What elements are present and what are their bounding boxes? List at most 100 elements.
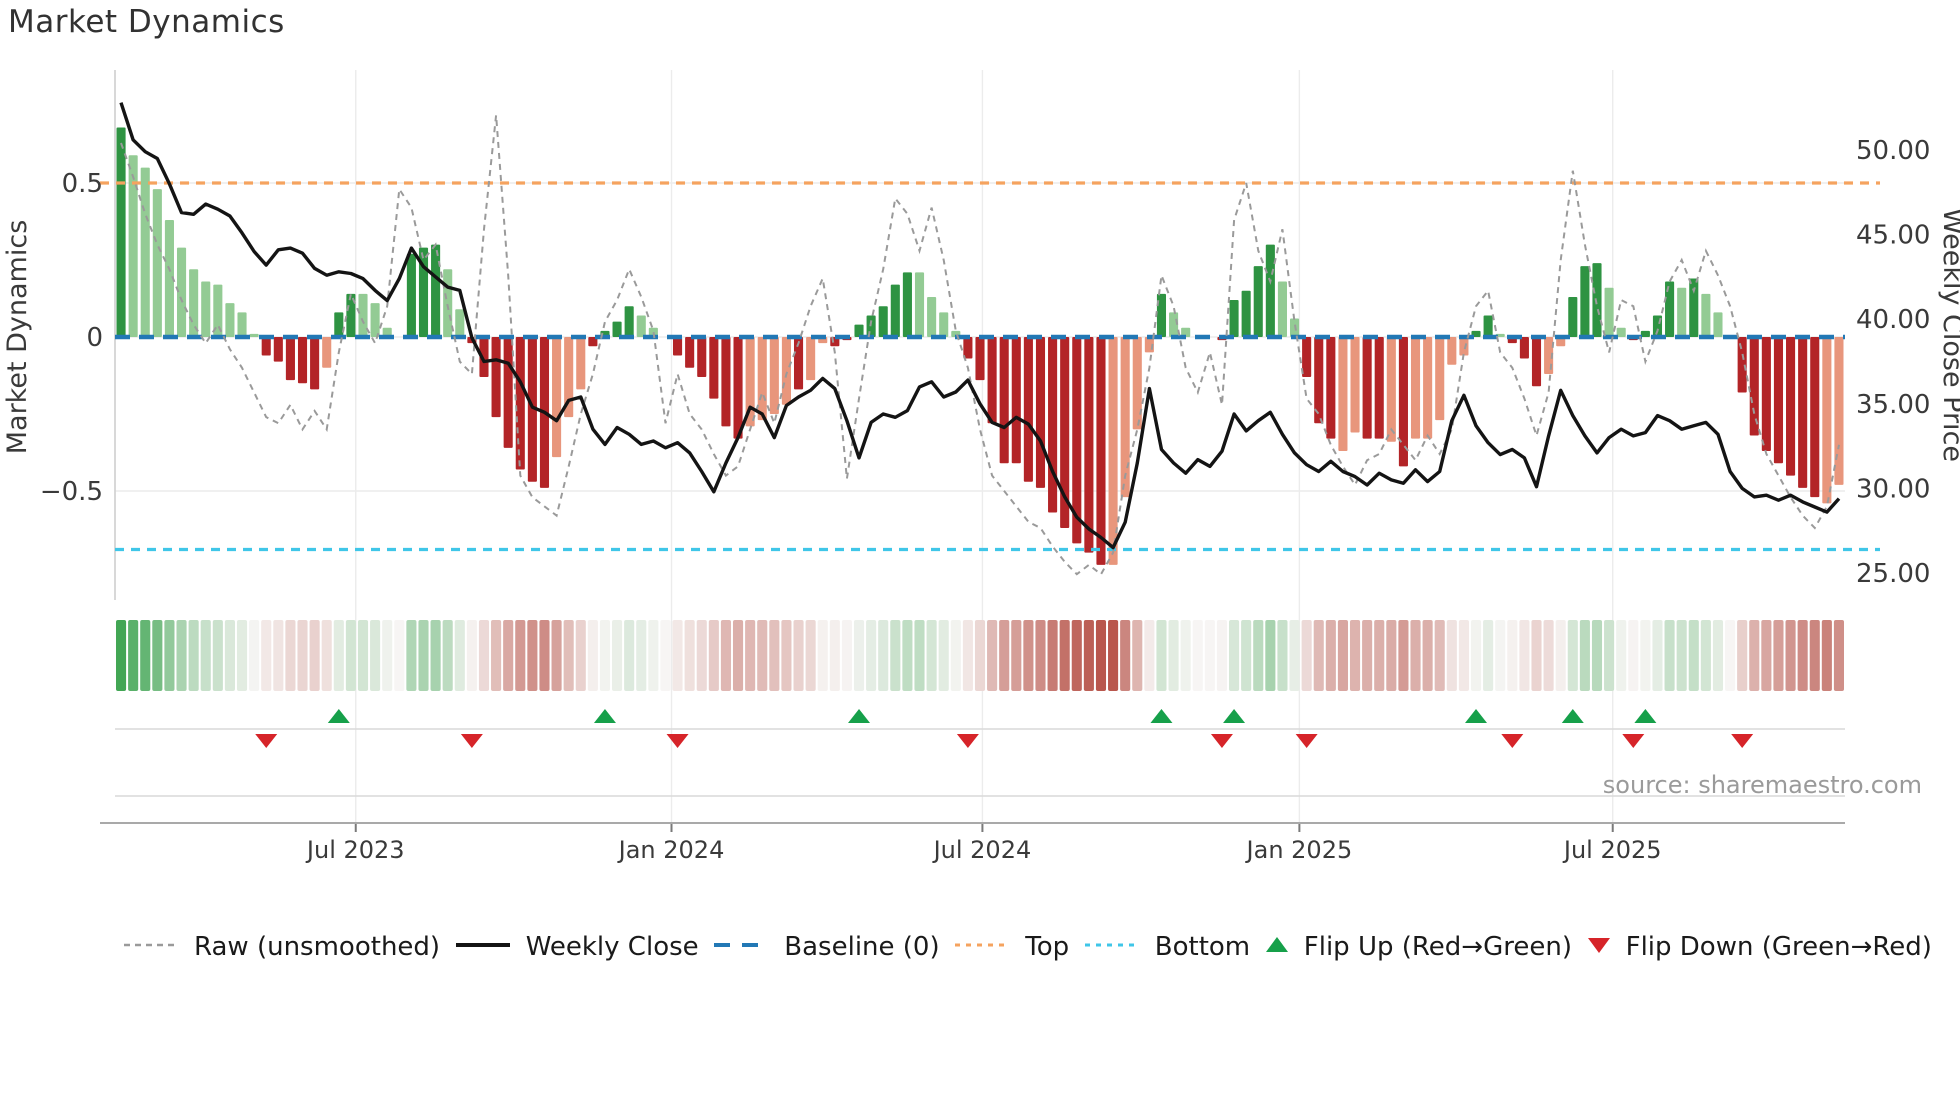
oscillator-bar	[225, 303, 235, 337]
oscillator-bar	[1277, 281, 1287, 337]
oscillator-bar	[443, 269, 453, 337]
heatmap-cell	[1434, 620, 1445, 691]
oscillator-bar	[1023, 337, 1033, 482]
heatmap-cell	[672, 620, 683, 691]
heatmap-cell	[1216, 620, 1228, 691]
oscillator-bar	[902, 272, 912, 337]
heatmap-cell	[696, 620, 707, 691]
raw-line-icon	[122, 937, 180, 957]
oscillator-bar	[1011, 337, 1021, 464]
page-title: Market Dynamics	[8, 4, 285, 40]
heatmap-cell	[720, 620, 731, 691]
legend-label: Flip Up (Red→Green)	[1303, 932, 1572, 962]
heatmap-cell	[684, 620, 695, 691]
heatmap-cell	[116, 620, 127, 691]
oscillator-bar	[1374, 337, 1384, 439]
heatmap-cell	[1725, 620, 1736, 691]
oscillator-bar	[1302, 337, 1312, 378]
heatmap-cell	[648, 620, 659, 691]
heatmap-cell	[853, 620, 865, 691]
heatmap-strip	[116, 620, 1844, 691]
heatmap-cell	[757, 620, 768, 691]
heatmap-cell	[333, 620, 344, 691]
heatmap-cell	[829, 620, 840, 691]
flip-up-marker	[1150, 709, 1173, 723]
heatmap-cell	[527, 620, 538, 691]
heatmap-cell	[382, 620, 393, 691]
heatmap-cell	[1192, 620, 1203, 691]
flip-markers	[255, 709, 1754, 748]
heatmap-cell	[781, 620, 792, 691]
oscillator-bar	[310, 337, 320, 390]
heatmap-cell	[1047, 620, 1058, 691]
oscillator-bar	[1677, 287, 1687, 337]
heatmap-cell	[1410, 620, 1421, 691]
oscillator-bar	[1749, 337, 1759, 436]
flip-down-marker	[666, 734, 689, 748]
oscillator-bar	[503, 337, 513, 448]
heatmap-cell	[1676, 620, 1687, 691]
oscillator-bars-layer	[116, 127, 1844, 565]
heatmap-cell	[406, 620, 417, 691]
oscillator-bar	[709, 337, 719, 399]
heatmap-cell	[1773, 620, 1784, 691]
heatmap-cell	[1591, 620, 1603, 691]
oscillator-bar	[636, 315, 646, 337]
oscillator-bar	[1773, 337, 1784, 464]
heatmap-cell	[1180, 620, 1191, 691]
heatmap-cell	[418, 620, 429, 691]
right-axis-tick-label: 35.00	[1856, 390, 1930, 420]
oscillator-bar	[1169, 312, 1179, 337]
heatmap-cell	[1749, 620, 1760, 691]
oscillator-bar	[806, 337, 816, 381]
oscillator-bar	[612, 321, 622, 337]
heatmap-cell	[1277, 620, 1288, 691]
heatmap-cell	[1458, 620, 1469, 691]
heatmap-cell	[261, 620, 272, 691]
oscillator-bar	[733, 337, 743, 439]
heatmap-cell	[1337, 620, 1348, 691]
oscillator-bar	[963, 337, 973, 359]
oscillator-bar	[999, 337, 1009, 464]
oscillator-bar	[1156, 293, 1167, 337]
oscillator-bar	[1398, 337, 1408, 467]
oscillator-bar	[1822, 337, 1832, 504]
heatmap-cell	[1301, 620, 1312, 691]
heatmap-cell	[575, 620, 586, 691]
oscillator-bar	[624, 306, 634, 337]
heatmap-cell	[1555, 620, 1566, 691]
flip-up-marker	[1465, 709, 1488, 723]
heatmap-cell	[249, 620, 260, 691]
threshold-lines	[100, 181, 1880, 552]
heatmap-cell	[1132, 620, 1143, 691]
oscillator-bar	[1604, 287, 1614, 337]
heatmap-cell	[841, 620, 852, 691]
oscillator-bar	[1616, 327, 1626, 337]
left-axis-title: Market Dynamics	[2, 220, 33, 455]
oscillator-bar	[455, 309, 465, 337]
heatmap-cell	[357, 620, 369, 691]
heatmap-cell	[817, 620, 828, 691]
oscillator-bar	[1737, 337, 1747, 393]
heatmap-cell	[1700, 620, 1711, 691]
bottom-line-icon	[1083, 937, 1141, 957]
oscillator-bar	[1072, 337, 1082, 544]
oscillator-bar	[793, 337, 804, 390]
heatmap-cell	[1616, 620, 1627, 691]
heatmap-cell	[1833, 620, 1844, 691]
oscillator-bar	[273, 337, 283, 362]
heatmap-cell	[1398, 620, 1409, 691]
oscillator-bar	[1253, 266, 1263, 337]
heatmap-cell	[1325, 620, 1336, 691]
heatmap-cell	[1289, 620, 1300, 691]
oscillator-bar	[249, 333, 259, 337]
x-axis-tick-label: Jan 2024	[617, 836, 725, 864]
oscillator-bar	[479, 337, 489, 378]
oscillator-bar	[346, 293, 356, 337]
heatmap-cell	[539, 620, 550, 691]
heatmap-cell	[902, 620, 913, 691]
heatmap-cell	[1652, 620, 1663, 691]
oscillator-bar	[297, 337, 308, 384]
heatmap-cell	[1579, 620, 1590, 691]
flip-down-triangle-icon	[1586, 935, 1612, 959]
